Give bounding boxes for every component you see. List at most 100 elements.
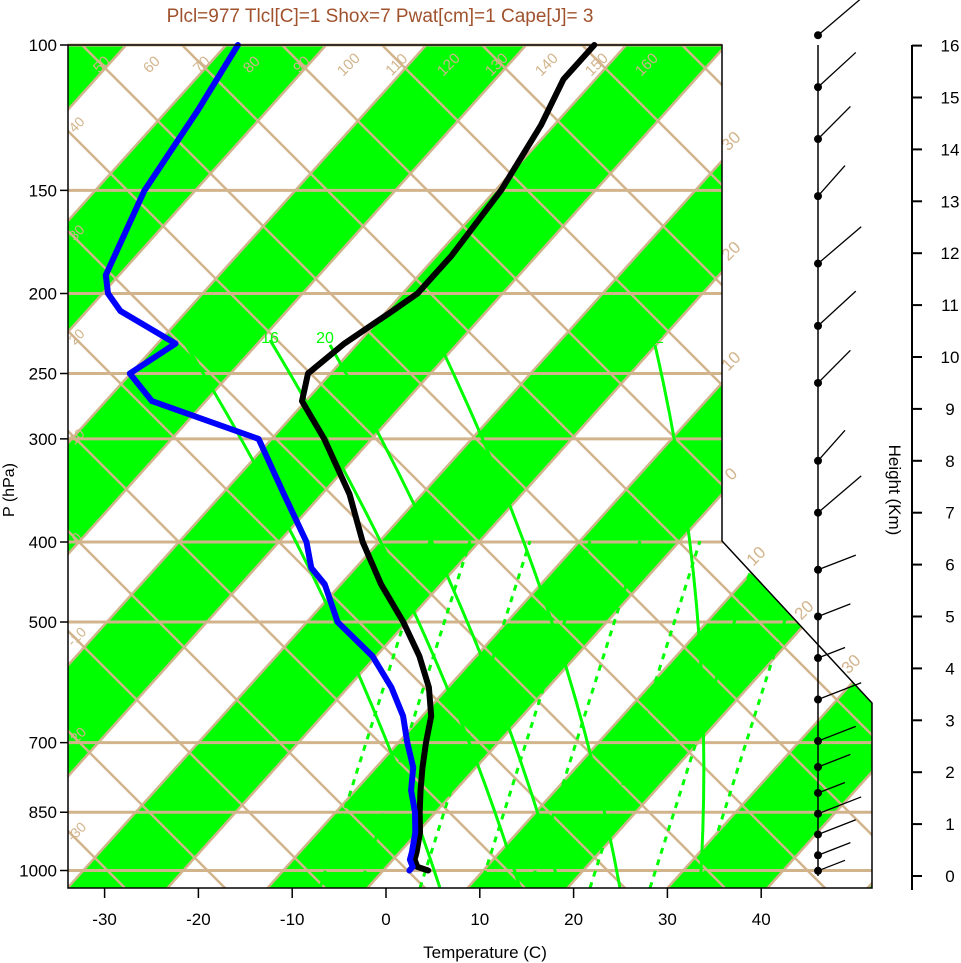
isotherm-line xyxy=(68,45,768,888)
wind-barb xyxy=(817,819,857,836)
x-tick-label: 20 xyxy=(564,910,583,929)
moist-adiabat-line xyxy=(328,344,562,888)
wind-barb xyxy=(817,842,851,856)
mixing-ratio-line xyxy=(478,540,592,888)
wind-barb xyxy=(817,682,862,701)
height-tick-label: 0 xyxy=(945,867,954,886)
mixing-ratio-line xyxy=(358,540,472,888)
dry-adiabat-line xyxy=(436,45,872,888)
dry-adiabat-line xyxy=(68,45,601,888)
mixing-ratio-label: 16 xyxy=(261,330,279,347)
dry-adiabat-line xyxy=(68,45,872,888)
y-tick-label: 100 xyxy=(29,36,57,55)
dry-adiabat-line xyxy=(236,45,872,888)
isotherm-line xyxy=(599,45,872,888)
dry-adiabat-line xyxy=(68,45,872,888)
height-tick-label: 10 xyxy=(941,348,960,367)
x-tick-label: -10 xyxy=(280,910,305,929)
dry-adiabat-line xyxy=(536,45,872,888)
height-tick-label: 8 xyxy=(945,452,954,471)
wind-barb xyxy=(817,603,851,618)
x-tick-label: 40 xyxy=(752,910,771,929)
green-band xyxy=(68,45,367,888)
isotherm-line xyxy=(199,45,872,888)
height-tick-label: 5 xyxy=(945,608,954,627)
mixing-ratio-label: 32 xyxy=(646,330,664,347)
wind-profile xyxy=(814,0,862,876)
wind-barb xyxy=(817,51,857,88)
y-tick-label: 300 xyxy=(29,430,57,449)
dry-adiabat-line xyxy=(68,45,501,888)
x-tick-label: 10 xyxy=(470,910,489,929)
y-axis-label: P (hPa) xyxy=(1,463,18,517)
x-tick-label: -20 xyxy=(186,910,211,929)
green-band xyxy=(200,45,872,888)
wind-barb xyxy=(817,349,851,384)
y-tick-label: 200 xyxy=(29,285,57,304)
mixing-ratio-label: 20 xyxy=(316,330,334,347)
band-label-right: 0 xyxy=(721,464,741,484)
wind-barb xyxy=(817,226,862,265)
x-axis-label: Temperature (C) xyxy=(423,943,547,962)
dry-adiabat-line xyxy=(68,45,301,888)
isotherm-label: 100 xyxy=(334,50,364,80)
x-tick-label: 0 xyxy=(381,910,390,929)
x-tick-label: -30 xyxy=(92,910,117,929)
height-tick-label: 2 xyxy=(945,763,954,782)
moist-adiabat-line xyxy=(653,344,706,888)
wind-barb xyxy=(817,475,862,514)
isotherm-line xyxy=(68,45,568,888)
green-band xyxy=(600,45,872,888)
wind-barb xyxy=(817,646,846,659)
moist-adiabat-line xyxy=(438,344,622,888)
y-tick-label: 150 xyxy=(29,181,57,200)
mixing-ratio-line xyxy=(648,540,762,888)
wind-barb xyxy=(817,554,857,571)
chart-title: Plcl=977 Tlcl[C]=1 Shox=7 Pwat[cm]=1 Cap… xyxy=(167,6,594,27)
y-tick-label: 500 xyxy=(29,613,57,632)
wind-barb xyxy=(817,165,846,197)
band-label-right: 30 xyxy=(838,651,865,678)
green-band xyxy=(68,45,567,888)
wind-barb xyxy=(817,0,861,36)
dry-adiabat-line xyxy=(68,45,401,888)
height-tick-label: 4 xyxy=(945,659,954,678)
isotherm-line xyxy=(68,45,268,888)
wind-barb xyxy=(817,859,846,872)
x-tick-label: 30 xyxy=(658,910,677,929)
mixing-ratio-label: 24 xyxy=(439,330,457,347)
y-tick-label: 850 xyxy=(29,803,57,822)
isotherm-line xyxy=(499,45,872,888)
mixing-ratio-label: 12 xyxy=(189,330,207,347)
wind-barb xyxy=(817,105,851,140)
isotherm-label: 60 xyxy=(140,53,164,77)
plot-frame xyxy=(67,44,873,889)
y-tick-label: 400 xyxy=(29,533,57,552)
wind-barb xyxy=(817,781,846,794)
isotherm-line xyxy=(68,45,368,888)
y-tick-label: 700 xyxy=(29,734,57,753)
isotherm-line xyxy=(699,45,872,888)
wind-barb xyxy=(817,796,862,815)
height-tick-label: 9 xyxy=(945,400,954,419)
height-tick-label: 14 xyxy=(941,140,960,159)
mixing-ratio-bottom-label: 8 xyxy=(489,873,496,887)
height-axis-label: Height (Km) xyxy=(885,445,904,536)
wind-barb xyxy=(817,753,851,768)
mixing-ratio-bottom-label: 3 xyxy=(359,873,366,887)
temperature-line xyxy=(299,42,598,874)
isotherm-line xyxy=(68,45,468,888)
mixing-ratio-line xyxy=(528,540,642,888)
height-tick-label: 1 xyxy=(945,815,954,834)
dewpoint-line xyxy=(102,42,419,874)
height-tick-label: 7 xyxy=(945,504,954,523)
wind-barb xyxy=(817,429,846,462)
height-tick-label: 16 xyxy=(941,37,960,56)
dry-adiabat-line xyxy=(68,45,701,888)
green-band xyxy=(68,45,767,888)
dry-adiabat-line xyxy=(136,45,872,888)
